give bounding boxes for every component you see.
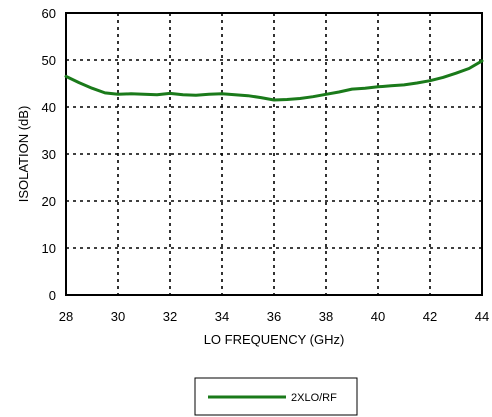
y-tick-label: 60 bbox=[42, 6, 56, 21]
plot-frame bbox=[65, 12, 483, 296]
series-lines bbox=[64, 59, 484, 102]
x-tick-label: 40 bbox=[371, 309, 385, 324]
legend-label: 2XLO/RF bbox=[291, 392, 337, 404]
x-tick-label: 44 bbox=[475, 309, 489, 324]
x-tick-label: 32 bbox=[163, 309, 177, 324]
y-tick-label: 10 bbox=[42, 241, 56, 256]
x-axis-title: LO FREQUENCY (GHz) bbox=[204, 332, 345, 347]
x-tick-label: 28 bbox=[59, 309, 73, 324]
y-tick-label: 0 bbox=[49, 288, 56, 303]
y-tick-label: 50 bbox=[42, 53, 56, 68]
legend: 2XLO/RF bbox=[194, 377, 358, 416]
y-tick-labels: 0 10 20 30 40 50 60 bbox=[42, 6, 56, 303]
x-tick-label: 34 bbox=[215, 309, 229, 324]
x-tick-labels: 28 30 32 34 36 38 40 42 44 bbox=[59, 309, 489, 324]
series-line-2xlo-rf bbox=[64, 59, 484, 102]
y-tick-label: 40 bbox=[42, 100, 56, 115]
y-axis-title: ISOLATION (dB) bbox=[16, 106, 31, 203]
x-tick-label: 30 bbox=[111, 309, 125, 324]
y-tick-label: 20 bbox=[42, 194, 56, 209]
y-tick-label: 30 bbox=[42, 147, 56, 162]
x-tick-label: 42 bbox=[423, 309, 437, 324]
x-tick-label: 38 bbox=[319, 309, 333, 324]
x-tick-label: 36 bbox=[267, 309, 281, 324]
grid-lines bbox=[66, 13, 482, 295]
